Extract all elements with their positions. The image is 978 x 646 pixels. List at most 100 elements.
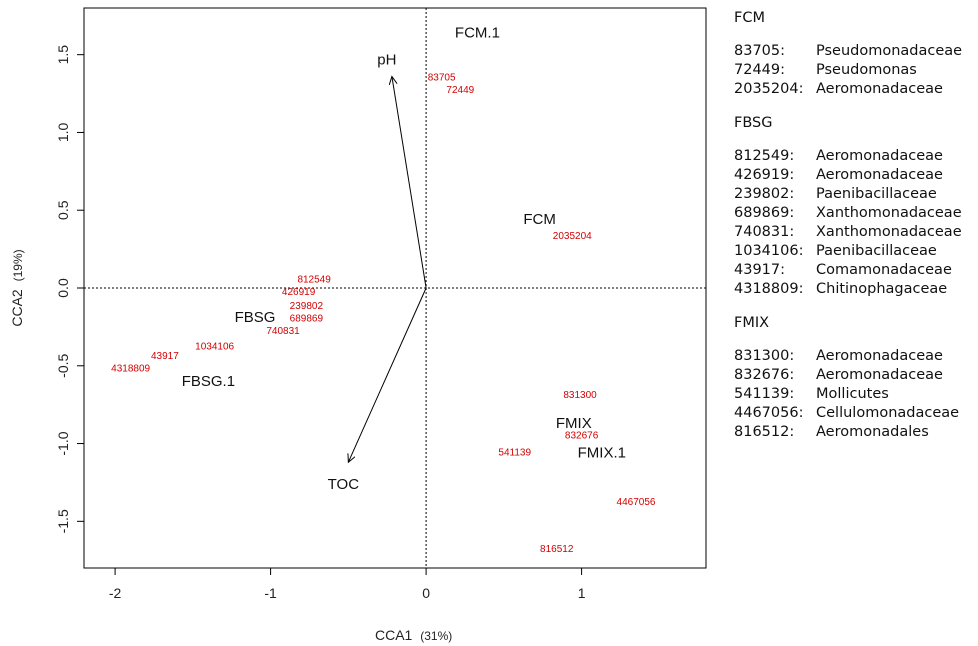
legend-entry: 43917: Comamonadaceae: [734, 261, 978, 280]
y-tick-label: -0.5: [55, 354, 71, 378]
legend-entry: 812549: Aeromonadaceae: [734, 147, 978, 166]
legend-entry: 83705: Pseudomonadaceae: [734, 42, 978, 61]
legend-entry-id: 1034106:: [734, 243, 804, 259]
legend-entry-id: 740831:: [734, 224, 795, 240]
species-label: 4467056: [617, 497, 656, 508]
legend-group-title: FBSG: [734, 115, 773, 131]
legend-entry: 816512: Aeromonadales: [734, 423, 978, 442]
y-tick-label: 0.0: [55, 278, 71, 298]
x-axis: -2 -1 0 1: [109, 568, 586, 601]
legend-entry-taxon: Pseudomonas: [816, 62, 917, 78]
y-tick-label: 1.0: [55, 123, 71, 143]
species-label: 831300: [563, 390, 597, 401]
x-axis-label: CCA1: [375, 627, 413, 643]
species-label: 4318809: [111, 363, 150, 374]
legend-entry-id: 43917:: [734, 262, 786, 278]
legend-entry: 72449: Pseudomonas: [734, 61, 978, 80]
y-tick-label: -1.0: [55, 431, 71, 455]
site-label: FBSG: [235, 309, 276, 326]
legend-entry: 4318809: Chitinophagaceae: [734, 280, 978, 299]
species-label: 812549: [297, 275, 331, 286]
legend-entry-taxon: Comamonadaceae: [816, 262, 952, 278]
legend-entry-id: 72449:: [734, 62, 786, 78]
legend-group: FCM 83705: Pseudomonadaceae 72449: Pseudomon…: [734, 8, 978, 99]
species-label: 689869: [290, 314, 324, 325]
legend-entry-taxon: Pseudomonadaceae: [816, 43, 963, 59]
legend-entry-id: 689869:: [734, 205, 795, 221]
x-tick-label: -1: [264, 585, 277, 601]
legend-entry-taxon: Aeromonadaceae: [816, 367, 943, 383]
legend-group-title: FMIX: [734, 315, 770, 331]
x-axis-title: CCA1 (31%): [375, 627, 452, 643]
species-label: 239802: [290, 301, 324, 312]
species-label: 740831: [266, 326, 300, 337]
legend-entry-id: 812549:: [734, 148, 795, 164]
x-tick-label: 1: [578, 585, 586, 601]
legend-entry: 426919: Aeromonadaceae: [734, 166, 978, 185]
legend-entry: 740831: Xanthomonadaceae: [734, 223, 978, 242]
y-tick-label: 1.5: [55, 45, 71, 65]
reference-lines: [84, 8, 706, 568]
species-label: 1034106: [195, 342, 234, 353]
legend-entry: 239802: Paenibacillaceae: [734, 185, 978, 204]
y-axis-unit: (19%): [11, 249, 25, 281]
legend-entry-taxon: Aeromonadaceae: [816, 81, 943, 97]
legend-group: FMIX 831300: Aeromonadaceae 832676: Aeromona…: [734, 313, 978, 442]
legend-entry-id: 541139:: [734, 386, 795, 402]
arrow-label-toc: TOC: [328, 476, 360, 493]
legend-entry: 4467056: Cellulomonadaceae: [734, 404, 978, 423]
legend-entry: 2035204: Aeromonadaceae: [734, 80, 978, 99]
legend-entry-taxon: Xanthomonadaceae: [816, 205, 962, 221]
species-label: 426919: [282, 287, 316, 298]
legend-entry: 541139: Mollicutes: [734, 385, 978, 404]
legend-entry: 689869: Xanthomonadaceae: [734, 204, 978, 223]
legend-entry-id: 816512:: [734, 424, 795, 440]
legend-entry-taxon: Aeromonadaceae: [816, 167, 943, 183]
legend-entry-taxon: Cellulomonadaceae: [816, 405, 960, 421]
x-axis-unit: (31%): [420, 629, 452, 643]
legend-entry-taxon: Chitinophagaceae: [816, 281, 948, 297]
legend-entry-id: 4467056:: [734, 405, 804, 421]
site-label: FCM: [523, 211, 556, 228]
legend-entry-id: 4318809:: [734, 281, 804, 297]
legend-entry: 832676: Aeromonadaceae: [734, 366, 978, 385]
y-tick-label: 0.5: [55, 200, 71, 220]
site-labels: FCM.1 FCM FBSG FBSG.1 FMIX FMIX.1: [182, 24, 626, 461]
species-label: 832676: [565, 430, 599, 441]
legend-entry-id: 2035204:: [734, 81, 804, 97]
legend-entry-taxon: Aeromonadaceae: [816, 148, 943, 164]
site-label: FBSG.1: [182, 373, 235, 390]
legend-entry-id: 832676:: [734, 367, 795, 383]
legend-entry-id: 239802:: [734, 186, 795, 202]
environmental-arrows: pH TOC: [328, 51, 427, 493]
arrow-toc: [348, 287, 427, 462]
site-label: FMIX: [556, 415, 592, 432]
legend-entry-taxon: Mollicutes: [816, 386, 889, 402]
legend-entry-taxon: Xanthomonadaceae: [816, 224, 962, 240]
arrow-ph: [392, 76, 427, 289]
species-label: 72449: [446, 85, 474, 96]
species-label: 816512: [540, 544, 574, 555]
x-tick-label: 0: [422, 585, 430, 601]
legend-entry-taxon: Paenibacillaceae: [816, 186, 937, 202]
y-axis-title: CCA2 (19%): [9, 249, 25, 326]
y-axis: -1.5 -1.0 -0.5 0.0 0.5 1.0 1.5: [55, 45, 84, 533]
legend-entry: 831300: Aeromonadaceae: [734, 347, 978, 366]
legend-entry-id: 426919:: [734, 167, 795, 183]
species-label: 541139: [498, 447, 531, 458]
site-label: FCM.1: [455, 24, 500, 41]
species-label: 43917: [151, 351, 179, 362]
species-label: 83705: [428, 73, 456, 84]
legend-entry-taxon: Aeromonadaceae: [816, 348, 943, 364]
y-axis-label: CCA2: [9, 289, 25, 327]
x-tick-label: -2: [109, 585, 122, 601]
site-label: FMIX.1: [578, 444, 626, 461]
legend-group-title: FCM: [734, 10, 765, 26]
taxa-legend: FCM 83705: Pseudomonadaceae 72449: Pseudomon…: [734, 8, 978, 456]
legend-entry-id: 83705:: [734, 43, 786, 59]
legend-entry-taxon: Aeromonadales: [816, 424, 929, 440]
legend-group: FBSG 812549: Aeromonadaceae 426919: Aeromona…: [734, 113, 978, 299]
legend-entry-taxon: Paenibacillaceae: [816, 243, 937, 259]
